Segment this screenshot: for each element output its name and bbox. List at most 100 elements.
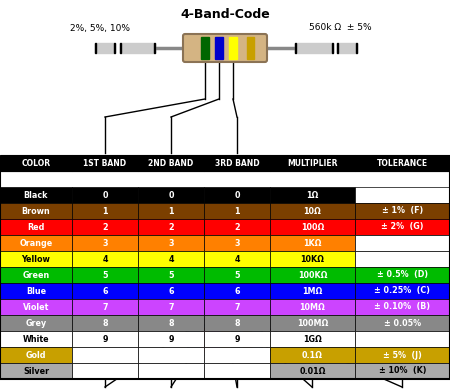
Bar bbox=[72, 267, 138, 283]
Text: 100MΩ: 100MΩ bbox=[297, 319, 328, 328]
Bar bbox=[0, 331, 72, 347]
Text: Violet: Violet bbox=[23, 303, 49, 312]
Bar bbox=[72, 331, 138, 347]
Bar bbox=[288, 335, 318, 345]
FancyBboxPatch shape bbox=[183, 34, 267, 62]
Bar bbox=[161, 335, 162, 345]
Text: 6: 6 bbox=[102, 287, 108, 296]
Bar bbox=[72, 203, 138, 219]
Text: 9: 9 bbox=[234, 335, 240, 344]
Bar bbox=[355, 203, 450, 219]
Bar bbox=[0, 155, 72, 171]
Bar bbox=[138, 187, 204, 203]
Bar bbox=[0, 219, 72, 235]
Bar bbox=[204, 347, 270, 363]
Text: ± 0.5%  (D): ± 0.5% (D) bbox=[377, 271, 428, 280]
Bar bbox=[355, 347, 450, 363]
Bar bbox=[323, 335, 343, 345]
Text: 5: 5 bbox=[102, 271, 108, 280]
Bar bbox=[317, 335, 318, 345]
Bar bbox=[204, 203, 270, 219]
Bar bbox=[0, 203, 72, 219]
Bar bbox=[204, 219, 270, 235]
Bar bbox=[0, 283, 72, 299]
Bar bbox=[270, 251, 355, 267]
Bar bbox=[270, 283, 355, 299]
Text: COLOR: COLOR bbox=[22, 158, 50, 167]
Text: Blue: Blue bbox=[26, 287, 46, 296]
Text: 10Ω: 10Ω bbox=[304, 206, 321, 216]
Text: 0: 0 bbox=[168, 190, 174, 200]
Bar bbox=[120, 43, 155, 53]
Text: ± 0.25%  (C): ± 0.25% (C) bbox=[374, 287, 431, 296]
Text: 6: 6 bbox=[168, 287, 174, 296]
Text: 2ND BAND: 2ND BAND bbox=[148, 158, 194, 167]
Bar bbox=[270, 235, 355, 251]
FancyBboxPatch shape bbox=[188, 325, 262, 355]
Text: 3: 3 bbox=[234, 239, 240, 248]
Text: 5: 5 bbox=[168, 271, 174, 280]
Bar bbox=[323, 335, 324, 345]
Bar bbox=[0, 299, 72, 315]
Text: 1MΩ: 1MΩ bbox=[302, 287, 323, 296]
Bar bbox=[72, 315, 138, 331]
Text: ± 10%  (K): ± 10% (K) bbox=[379, 367, 426, 376]
Bar bbox=[72, 251, 138, 267]
Bar bbox=[132, 335, 162, 345]
Bar bbox=[0, 171, 450, 379]
Bar bbox=[204, 299, 270, 315]
Text: 0.01Ω: 0.01Ω bbox=[299, 367, 326, 376]
Bar bbox=[270, 203, 355, 219]
Bar bbox=[270, 299, 355, 315]
Text: 3RD BAND: 3RD BAND bbox=[215, 158, 259, 167]
Bar bbox=[138, 299, 204, 315]
Bar bbox=[72, 235, 138, 251]
Bar bbox=[243, 328, 251, 352]
Text: 1: 1 bbox=[102, 206, 108, 216]
Bar bbox=[204, 155, 270, 171]
Bar bbox=[95, 43, 96, 53]
Bar bbox=[247, 37, 254, 59]
Text: Green: Green bbox=[22, 271, 50, 280]
Bar bbox=[201, 328, 209, 352]
Bar bbox=[204, 283, 270, 299]
Text: Gold: Gold bbox=[26, 351, 46, 360]
Text: 10KΩ: 10KΩ bbox=[301, 255, 324, 264]
Bar bbox=[120, 43, 121, 53]
Text: 8: 8 bbox=[102, 319, 108, 328]
Text: 10MΩ: 10MΩ bbox=[300, 303, 325, 312]
Bar bbox=[355, 299, 450, 315]
Text: Silver: Silver bbox=[23, 367, 49, 376]
Bar bbox=[138, 235, 204, 251]
Text: 2%, 5%, 10%: 2%, 5%, 10% bbox=[70, 23, 130, 32]
Bar bbox=[355, 363, 450, 379]
Bar bbox=[138, 363, 204, 379]
Text: Grey: Grey bbox=[25, 319, 47, 328]
Bar bbox=[138, 283, 204, 299]
Text: 3: 3 bbox=[168, 239, 174, 248]
Bar bbox=[132, 335, 133, 345]
Text: Brown: Brown bbox=[22, 206, 50, 216]
Bar bbox=[0, 315, 72, 331]
Text: 5-Band-Code: 5-Band-Code bbox=[180, 369, 270, 382]
Text: 1GΩ: 1GΩ bbox=[303, 335, 322, 344]
Bar bbox=[204, 251, 270, 267]
Text: 9: 9 bbox=[102, 335, 108, 344]
Bar bbox=[0, 267, 72, 283]
Text: 2: 2 bbox=[168, 223, 174, 232]
Text: 100Ω: 100Ω bbox=[301, 223, 324, 232]
Text: 1: 1 bbox=[168, 206, 174, 216]
Bar bbox=[138, 331, 204, 347]
Bar bbox=[72, 363, 138, 379]
Text: TOLERANCE: TOLERANCE bbox=[377, 158, 428, 167]
Text: 7: 7 bbox=[102, 303, 108, 312]
Bar bbox=[270, 347, 355, 363]
Bar bbox=[72, 299, 138, 315]
Bar bbox=[221, 328, 229, 352]
Text: 6: 6 bbox=[234, 287, 240, 296]
Text: 237 Ω  ± 1%: 237 Ω ± 1% bbox=[326, 365, 383, 374]
Text: Yellow: Yellow bbox=[22, 255, 50, 264]
Bar bbox=[211, 328, 219, 352]
Text: ± 0.05%: ± 0.05% bbox=[384, 319, 421, 328]
Bar bbox=[72, 187, 138, 203]
